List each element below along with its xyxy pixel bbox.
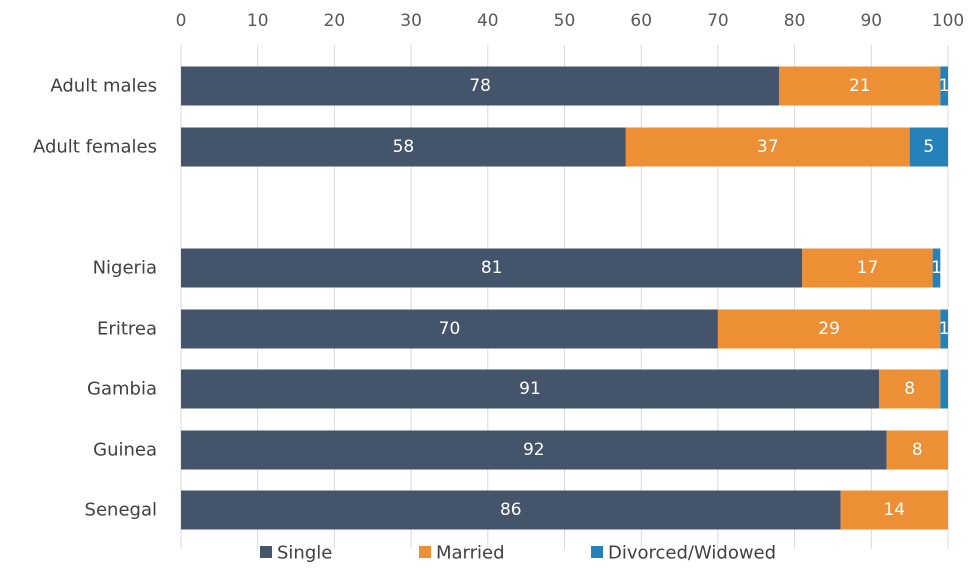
bar-segment bbox=[940, 66, 948, 106]
category-label: Senegal bbox=[85, 500, 157, 521]
data-label: 1 bbox=[939, 76, 950, 96]
data-label: 8 bbox=[904, 379, 915, 399]
bar-segment bbox=[625, 127, 910, 167]
data-label: 14 bbox=[883, 500, 905, 520]
category-label: Adult males bbox=[50, 76, 157, 97]
bar-segment bbox=[181, 248, 803, 288]
x-tick-label: 30 bbox=[400, 11, 422, 31]
bar-segment bbox=[886, 430, 948, 470]
data-label: 1 bbox=[939, 319, 950, 339]
category-label: Guinea bbox=[93, 440, 157, 461]
legend-label: Married bbox=[436, 543, 505, 564]
data-label: 78 bbox=[469, 76, 491, 96]
data-label: 5 bbox=[923, 137, 934, 157]
bar-segment bbox=[779, 66, 941, 106]
data-label: 58 bbox=[393, 137, 415, 157]
data-label: 70 bbox=[439, 319, 461, 339]
category-label: Eritrea bbox=[97, 319, 157, 340]
bars bbox=[181, 66, 948, 530]
data-label: 17 bbox=[857, 258, 879, 278]
x-tick-label: 100 bbox=[932, 11, 964, 31]
category-label: Adult females bbox=[33, 137, 157, 158]
x-tick-label: 20 bbox=[324, 11, 346, 31]
x-tick-label: 60 bbox=[630, 11, 652, 31]
legend-swatch bbox=[591, 546, 603, 558]
bar-segment bbox=[909, 127, 948, 167]
bar-segment bbox=[840, 490, 948, 530]
x-tick-label: 40 bbox=[477, 11, 499, 31]
data-label: 91 bbox=[519, 379, 541, 399]
legend-label: Single bbox=[277, 543, 332, 564]
data-label: 29 bbox=[818, 319, 840, 339]
x-tick-label: 50 bbox=[554, 11, 576, 31]
category-labels: Adult males Adult females Nigeria Eritrea Ga… bbox=[33, 76, 157, 521]
bar-segment bbox=[940, 309, 948, 349]
data-label: 8 bbox=[912, 440, 923, 460]
x-tick-label: 90 bbox=[860, 11, 882, 31]
x-axis-ticks: 0 10 20 30 40 50 60 70 80 90 100 bbox=[176, 11, 965, 31]
bar-segment bbox=[932, 248, 941, 288]
bar-segment bbox=[717, 309, 941, 349]
bar-segment bbox=[181, 309, 718, 349]
gridlines bbox=[180, 45, 949, 549]
data-label: 1 bbox=[931, 258, 942, 278]
bar-segment bbox=[181, 490, 841, 530]
legend-swatch bbox=[419, 546, 431, 558]
bar-segment bbox=[802, 248, 933, 288]
legend: Single Married Divorced/Widowed bbox=[260, 543, 776, 564]
data-label: 92 bbox=[523, 440, 545, 460]
data-label: 81 bbox=[481, 258, 503, 278]
bar-segment bbox=[181, 369, 879, 409]
legend-swatch bbox=[260, 546, 272, 558]
category-label: Nigeria bbox=[93, 258, 157, 279]
data-label: 86 bbox=[500, 500, 522, 520]
x-tick-label: 80 bbox=[784, 11, 806, 31]
bar-segment bbox=[181, 127, 626, 167]
bar-segment bbox=[181, 430, 887, 470]
data-labels: 78 21 1 58 37 5 81 17 1 70 29 1 91 8 92 8 86 14 bbox=[393, 76, 950, 520]
x-tick-label: 10 bbox=[247, 11, 269, 31]
data-label: 37 bbox=[757, 137, 779, 157]
x-tick-label: 70 bbox=[707, 11, 729, 31]
x-tick-label: 0 bbox=[176, 11, 187, 31]
bar-segment bbox=[940, 369, 948, 409]
category-label: Gambia bbox=[87, 379, 157, 400]
data-label: 21 bbox=[849, 76, 871, 96]
bar-segment bbox=[181, 66, 780, 106]
bar-segment bbox=[878, 369, 941, 409]
legend-label: Divorced/Widowed bbox=[608, 543, 776, 564]
